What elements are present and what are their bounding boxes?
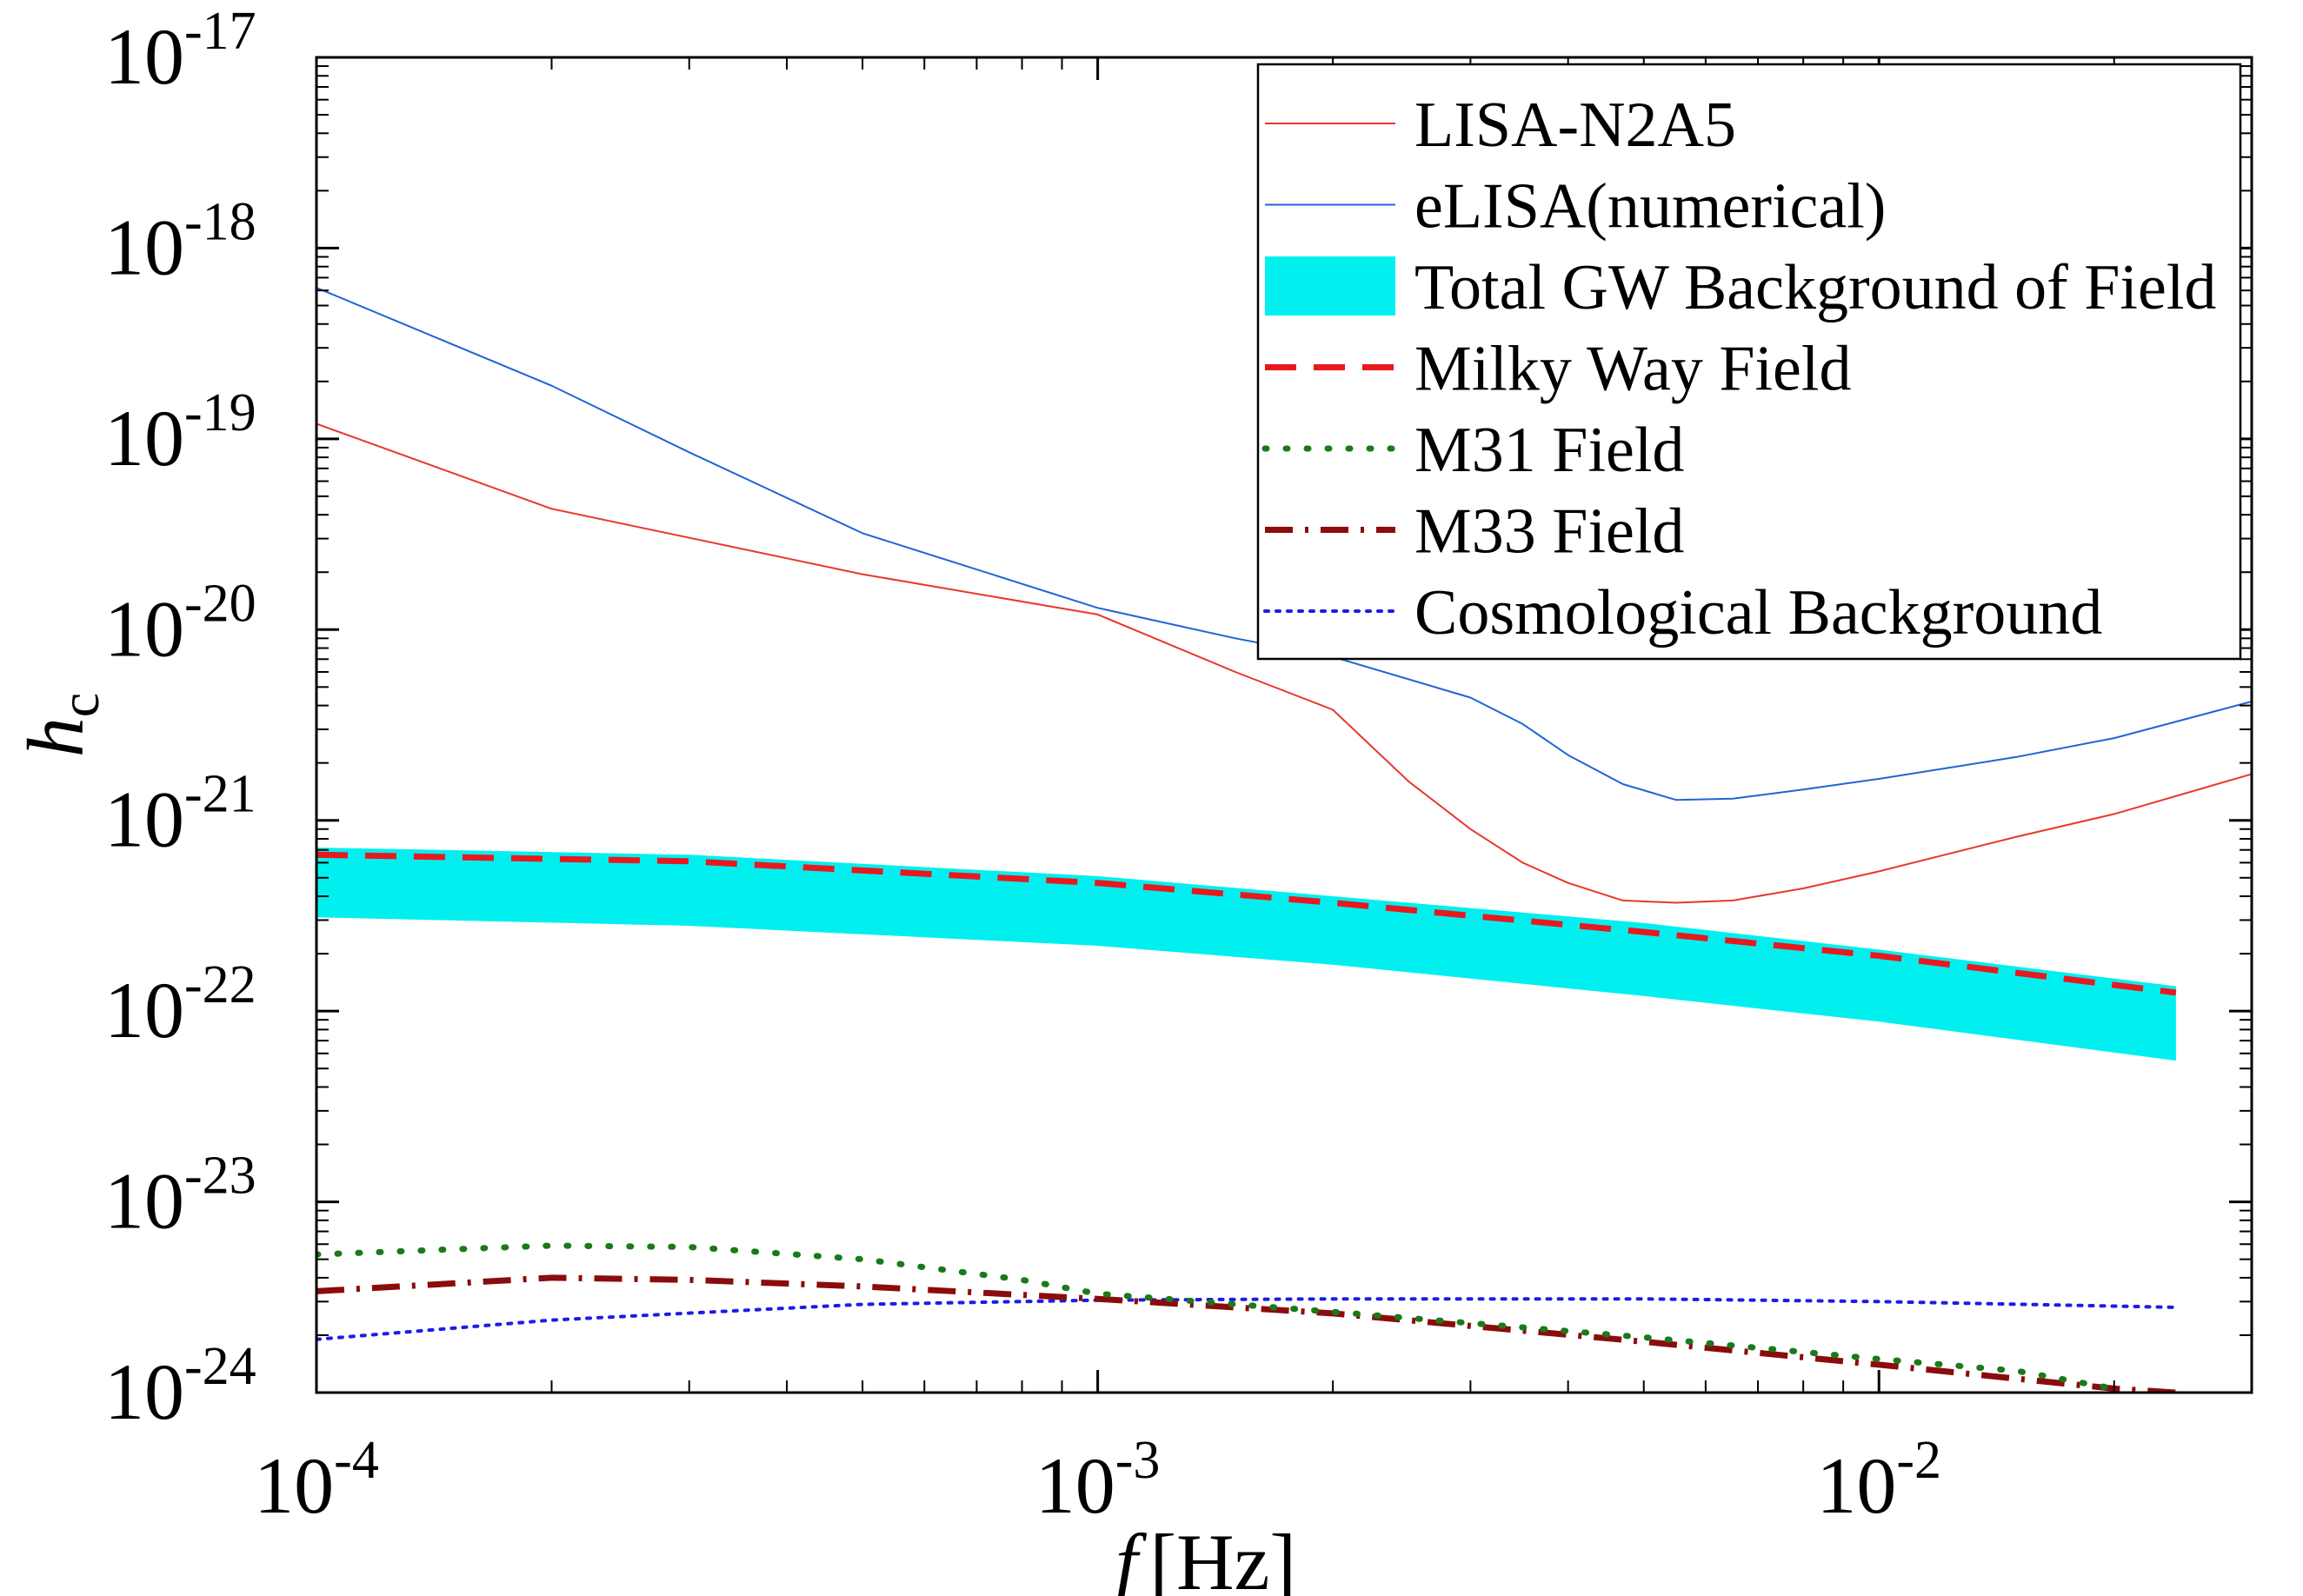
legend-item: LISA-N2A5 <box>1265 90 1736 161</box>
band-total-gw-background <box>316 848 2176 1061</box>
y-tick-label: 10-24 <box>104 1337 256 1436</box>
legend-item: Milky Way Field <box>1265 334 1851 405</box>
x-tick-label: 10-4 <box>254 1431 379 1530</box>
legend-item: Cosmological Background <box>1263 577 2102 648</box>
tick-layer: 10-4 10-3 10-2 10-24 10-23 10-22 10-21 10-20 10-… <box>104 2 2253 1530</box>
y-tick-label: 10-18 <box>104 192 256 291</box>
x-axis-label: f [Hz] <box>1115 1518 1296 1596</box>
legend: LISA-N2A5 eLISA(numerical) Total GW Backgr… <box>1256 63 2242 661</box>
y-tick-label: 10-23 <box>104 1147 256 1246</box>
series-line-lisa-n2a5 <box>316 422 2252 904</box>
y-tick-label: 10-22 <box>104 955 256 1054</box>
plot-frame <box>315 56 2253 1394</box>
x-tick-label: 10-3 <box>1035 1431 1161 1530</box>
legend-item: M31 Field <box>1261 415 1684 486</box>
y-tick-label: 10-20 <box>104 574 256 673</box>
legend-item: M33 Field <box>1265 496 1684 568</box>
series-line-elisa-numerical <box>316 287 2252 801</box>
legend-label: LISA-N2A5 <box>1414 90 1736 161</box>
legend-label: eLISA(numerical) <box>1414 171 1886 243</box>
series-line-milky-way-field <box>316 851 2177 996</box>
y-tick-label: 10-21 <box>104 765 256 864</box>
series-layer <box>316 287 2252 1393</box>
legend-label: Milky Way Field <box>1414 334 1851 405</box>
legend-label: M33 Field <box>1414 496 1684 568</box>
legend-item: Total GW Background of Field <box>1265 252 2216 323</box>
legend-box <box>1256 63 2242 661</box>
legend-swatch-band <box>1265 256 1395 316</box>
series-line-m33-field <box>316 1274 2177 1393</box>
legend-item: eLISA(numerical) <box>1265 171 1886 243</box>
series-line-cosmological-background <box>316 1297 2178 1341</box>
y-axis-label: hc <box>11 693 110 757</box>
axis-label-layer: f [Hz] hc <box>11 693 1296 1596</box>
legend-label: M31 Field <box>1414 415 1684 486</box>
y-tick-label: 10-17 <box>104 2 256 101</box>
x-tick-label: 10-2 <box>1816 1431 1941 1530</box>
legend-items: LISA-N2A5 eLISA(numerical) Total GW Backgr… <box>1261 90 2216 648</box>
legend-label: Cosmological Background <box>1414 577 2102 648</box>
legend-label: Total GW Background of Field <box>1414 252 2216 323</box>
y-tick-label: 10-19 <box>104 383 256 482</box>
band-layer <box>316 848 2176 1061</box>
